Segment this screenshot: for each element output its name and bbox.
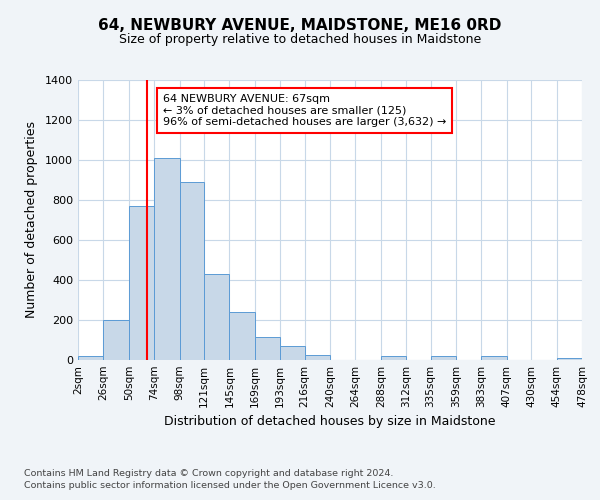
Bar [280, 346, 305, 360]
Bar [229, 312, 255, 360]
Bar [179, 182, 204, 360]
Bar [481, 356, 507, 360]
Text: Contains public sector information licensed under the Open Government Licence v3: Contains public sector information licen… [24, 481, 436, 490]
Bar [103, 320, 129, 360]
Bar [381, 356, 406, 360]
Y-axis label: Number of detached properties: Number of detached properties [25, 122, 38, 318]
Bar [431, 356, 456, 360]
Bar [305, 355, 330, 360]
Bar [154, 158, 179, 360]
Text: Size of property relative to detached houses in Maidstone: Size of property relative to detached ho… [119, 32, 481, 46]
Text: 64 NEWBURY AVENUE: 67sqm
← 3% of detached houses are smaller (125)
96% of semi-d: 64 NEWBURY AVENUE: 67sqm ← 3% of detache… [163, 94, 446, 127]
Bar [204, 274, 229, 360]
Bar [255, 337, 280, 360]
X-axis label: Distribution of detached houses by size in Maidstone: Distribution of detached houses by size … [164, 416, 496, 428]
Bar [129, 206, 154, 360]
Bar [78, 356, 103, 360]
Bar [557, 358, 582, 360]
Text: Contains HM Land Registry data © Crown copyright and database right 2024.: Contains HM Land Registry data © Crown c… [24, 468, 394, 477]
Text: 64, NEWBURY AVENUE, MAIDSTONE, ME16 0RD: 64, NEWBURY AVENUE, MAIDSTONE, ME16 0RD [98, 18, 502, 32]
